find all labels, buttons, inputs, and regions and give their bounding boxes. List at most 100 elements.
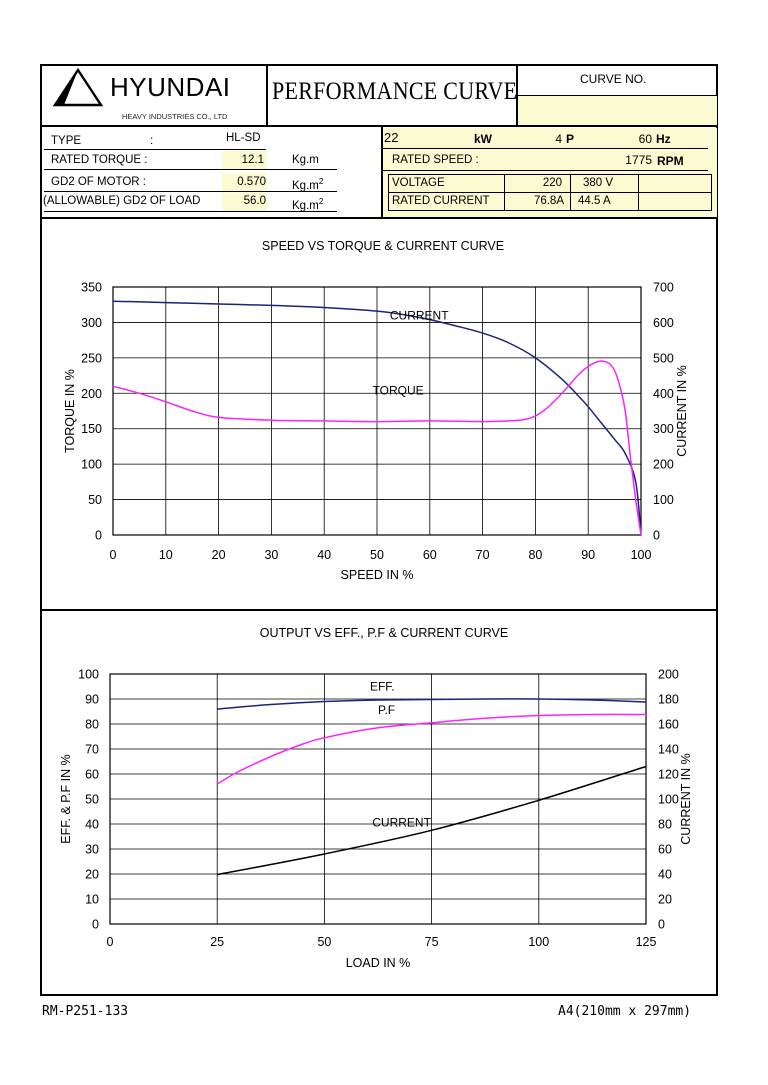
gd2-motor-unit: Kg.m2	[292, 177, 323, 192]
voltage-1: 220	[542, 177, 562, 189]
gd2-load-cell	[222, 193, 267, 211]
y2-tick-label: 20	[658, 893, 672, 907]
y2-tick-label: 600	[653, 316, 674, 330]
brand-name: HYUNDAI	[110, 72, 231, 102]
series-line-current	[112, 300, 642, 536]
freq-value: 60	[638, 132, 652, 146]
y-tick-label: 10	[85, 893, 99, 907]
rated-current-1: 76.8A	[533, 195, 564, 207]
rated-torque-value: 12.1	[241, 154, 264, 166]
y2-tick-label: 120	[658, 768, 679, 782]
x-tick-label: 100	[528, 935, 549, 949]
series-line-eff	[217, 698, 647, 710]
x-tick-label: 70	[476, 548, 490, 562]
x-tick-label: 90	[581, 548, 595, 562]
x-tick-label: 75	[425, 935, 439, 949]
sheet-frame	[40, 64, 718, 996]
y-tick-label: 90	[85, 693, 99, 707]
x-tick-label: 50	[370, 548, 384, 562]
rating-left-border	[381, 126, 383, 218]
y2-tick-label: 100	[653, 493, 674, 507]
x-axis-label: SPEED IN %	[341, 568, 414, 582]
y2-tick-label: 400	[653, 387, 674, 401]
gd2-load-unit-sup: 2	[318, 197, 324, 206]
y2-tick-label: 200	[658, 668, 679, 682]
y2-tick-label: 700	[653, 281, 674, 295]
rated-torque-underline	[44, 169, 337, 170]
gd2-motor-unit-text: Kg.m	[292, 179, 319, 192]
y2-axis-label: CURRENT IN %	[675, 365, 689, 456]
curve-no-label: CURVE NO.	[580, 72, 647, 86]
gd2-motor-underline	[44, 191, 337, 192]
y-tick-label: 70	[85, 743, 99, 757]
rating-panel	[383, 128, 717, 218]
rated-speed-value: 1775	[625, 153, 652, 167]
y-tick-label: 250	[81, 351, 102, 365]
x-tick-label: 30	[264, 548, 278, 562]
y2-tick-label: 60	[658, 843, 672, 857]
y-axis-label: EFF. & P.F IN %	[59, 754, 73, 843]
voltage-label: VOLTAGE	[392, 177, 445, 189]
y-tick-label: 0	[95, 529, 102, 543]
rated-torque-label: RATED TORQUE :	[51, 154, 148, 166]
chart-title: SPEED VS TORQUE & CURRENT CURVE	[262, 239, 504, 253]
y-tick-label: 350	[81, 281, 102, 295]
vc-table-v3	[638, 174, 639, 211]
poles-value: 4	[555, 132, 562, 146]
x-tick-label: 0	[107, 935, 114, 949]
x-tick-label: 80	[528, 548, 542, 562]
y2-tick-label: 0	[658, 918, 665, 932]
rated-speed-underline	[383, 170, 708, 171]
x-tick-label: 100	[631, 548, 652, 562]
y-tick-label: 60	[85, 768, 99, 782]
x-tick-label: 50	[317, 935, 331, 949]
rated-speed-unit: RPM	[657, 154, 684, 168]
hyundai-logo-icon	[52, 67, 104, 107]
vc-table-v2	[570, 174, 571, 211]
series-line-torque	[112, 360, 642, 536]
y-tick-label: 20	[85, 868, 99, 882]
y2-tick-label: 0	[653, 529, 660, 543]
power-underline	[383, 148, 708, 149]
type-underline	[44, 149, 266, 150]
doc-number: RM-P251-133	[42, 1004, 129, 1019]
header-bottom-divider	[40, 217, 718, 219]
type-colon: :	[150, 135, 154, 147]
series-annotation: TORQUE	[373, 384, 424, 398]
rated-current-label: RATED CURRENT	[392, 195, 490, 207]
curve-no-field	[518, 96, 717, 125]
y-tick-label: 40	[85, 818, 99, 832]
gd2-load-label: (ALLOWABLE) GD2 OF LOAD	[43, 195, 201, 207]
voltage-2: 380 V	[583, 177, 614, 189]
y2-tick-label: 40	[658, 868, 672, 882]
poles-unit: P	[566, 132, 575, 146]
paper-size: A4(210mm x 297mm)	[558, 1004, 692, 1019]
type-value: HL-SD	[226, 132, 261, 144]
gd2-motor-value: 0.570	[237, 176, 266, 188]
brand-subtitle: HEAVY INDUSTRIES CO., LTD	[122, 112, 228, 121]
rated-current-2: 44.5 A	[578, 195, 611, 207]
x-tick-label: 10	[159, 548, 173, 562]
series-line-p-f	[216, 713, 647, 785]
series-annotation: EFF.	[370, 679, 395, 693]
speed-torque-current-chart: SPEED VS TORQUE & CURRENT CURVE 0 10 20 30 40…	[63, 239, 689, 582]
y2-axis-label: CURRENT IN %	[679, 753, 693, 844]
series-annotation: CURRENT	[390, 309, 449, 323]
header-divider	[40, 125, 718, 127]
y-tick-label: 80	[85, 718, 99, 732]
vc-table-mid	[388, 192, 712, 193]
x-tick-label: 125	[636, 935, 657, 949]
y2-tick-label: 500	[653, 351, 674, 365]
header-vline-1	[266, 64, 268, 126]
gd2-load-underline	[44, 211, 337, 212]
plot-area	[112, 286, 642, 536]
x-tick-label: 40	[317, 548, 331, 562]
y-tick-label: 30	[85, 843, 99, 857]
y2-tick-label: 180	[658, 693, 679, 707]
x-axis-label: LOAD IN %	[346, 956, 411, 970]
vc-table-v1	[504, 174, 505, 211]
rated-torque-cell	[222, 151, 267, 169]
gd2-load-unit: Kg.m2	[292, 197, 323, 212]
y-tick-label: 0	[92, 918, 99, 932]
y-tick-label: 50	[85, 793, 99, 807]
